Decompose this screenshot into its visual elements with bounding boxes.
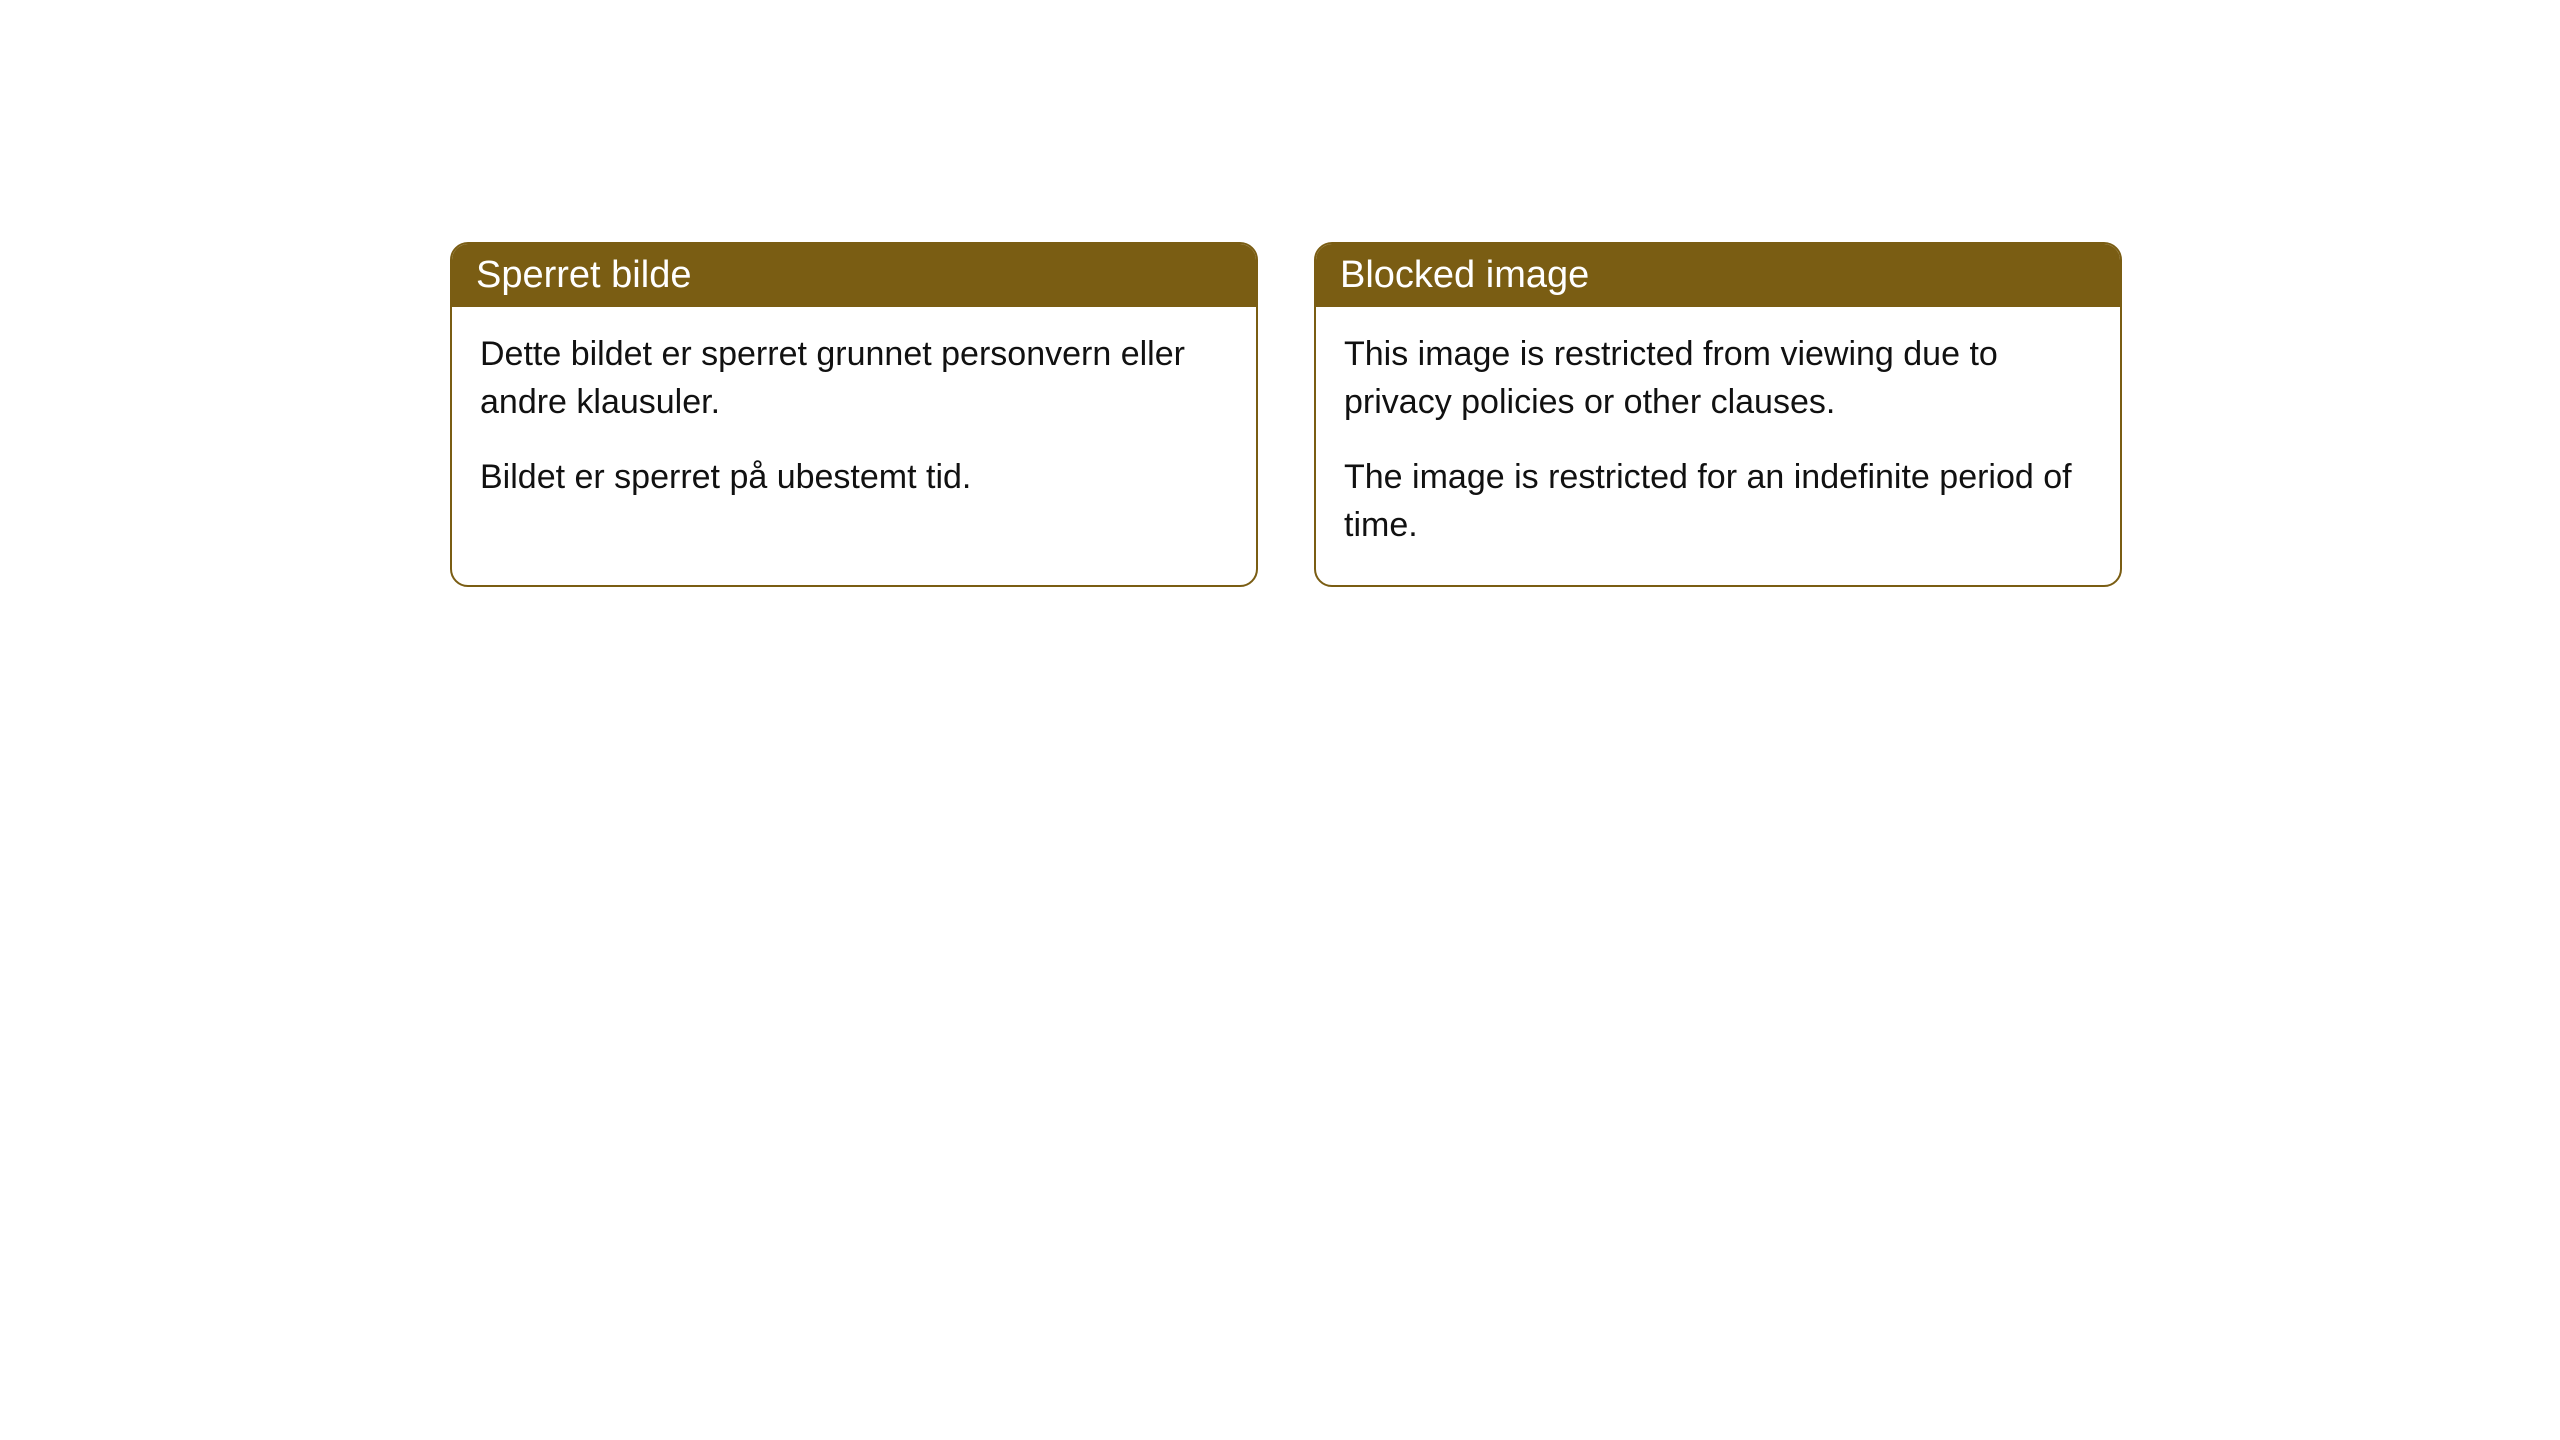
card-body: This image is restricted from viewing du… xyxy=(1316,307,2120,585)
card-body: Dette bildet er sperret grunnet personve… xyxy=(452,307,1256,538)
card-paragraph-2: Bildet er sperret på ubestemt tid. xyxy=(480,454,1228,502)
card-paragraph-1: This image is restricted from viewing du… xyxy=(1344,331,2092,426)
card-title: Blocked image xyxy=(1340,254,1589,296)
card-header: Blocked image xyxy=(1316,244,2120,307)
blocked-image-card-norwegian: Sperret bilde Dette bildet er sperret gr… xyxy=(450,242,1258,587)
card-header: Sperret bilde xyxy=(452,244,1256,307)
card-title: Sperret bilde xyxy=(476,254,691,296)
blocked-image-card-english: Blocked image This image is restricted f… xyxy=(1314,242,2122,587)
card-paragraph-1: Dette bildet er sperret grunnet personve… xyxy=(480,331,1228,426)
card-paragraph-2: The image is restricted for an indefinit… xyxy=(1344,454,2092,549)
notice-cards-container: Sperret bilde Dette bildet er sperret gr… xyxy=(450,242,2122,587)
